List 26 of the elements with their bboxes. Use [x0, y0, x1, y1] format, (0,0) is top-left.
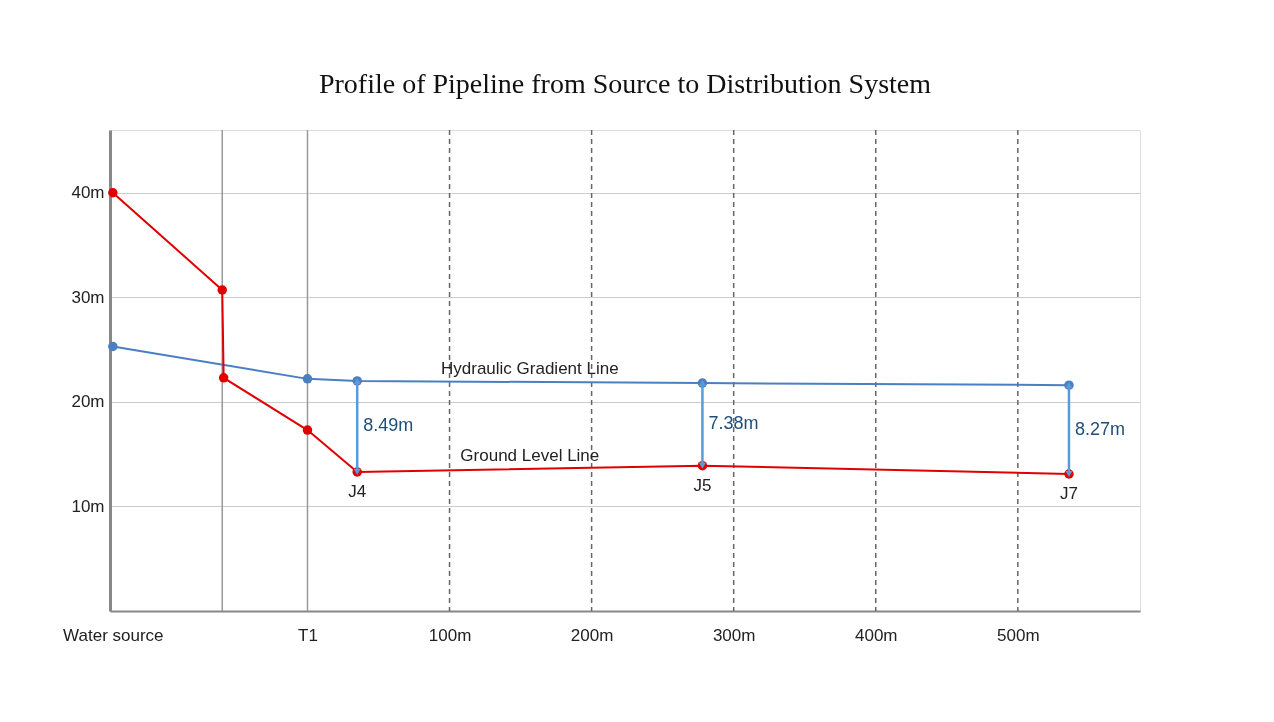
point: [108, 188, 118, 198]
x-tick-label: T1: [298, 625, 318, 645]
chart-title: Profile of Pipeline from Source to Distribution System: [318, 68, 932, 100]
annotation: 8.27m: [1074, 418, 1125, 439]
x-tick-label: Water source: [63, 625, 164, 645]
annotation: Hydraulic Gradient Line: [440, 359, 619, 378]
annotation: J4: [348, 481, 367, 501]
annotation: J7: [1059, 484, 1078, 504]
point: [217, 285, 227, 295]
annotation: J5: [693, 475, 712, 495]
annotation: Ground Level Line: [460, 445, 600, 465]
point: [302, 374, 313, 384]
annotation: 7.38m: [708, 413, 759, 434]
x-tick-label: 400m: [854, 625, 898, 645]
x-tick-label: 300m: [712, 625, 756, 645]
annotation: 8.49m: [363, 415, 414, 436]
x-tick-label: 200m: [570, 625, 614, 645]
point: [108, 341, 118, 352]
y-tick-label: 40m: [71, 183, 105, 203]
y-tick-label: 20m: [71, 392, 105, 412]
x-tick-label: 500m: [997, 625, 1040, 645]
point: [218, 373, 229, 383]
x-tick-label: 100m: [428, 625, 472, 645]
point: [302, 425, 313, 435]
y-tick-label: 10m: [71, 496, 105, 516]
y-tick-label: 30m: [71, 287, 105, 307]
